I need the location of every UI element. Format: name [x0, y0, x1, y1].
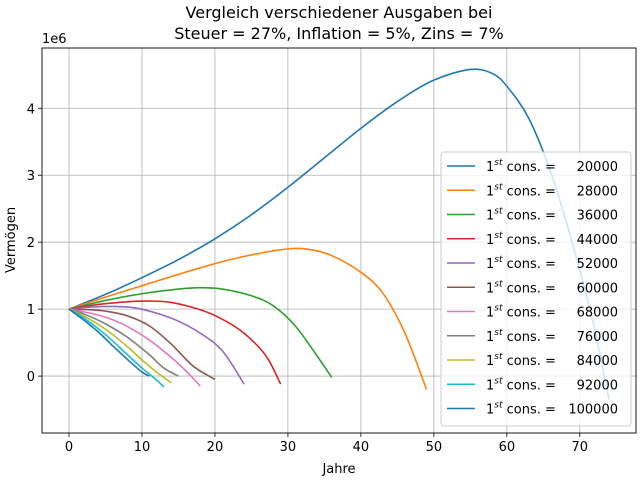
legend-label-68000: 1st cons. =	[486, 304, 556, 321]
y-tick-label: 3	[27, 169, 35, 184]
series-line-28000	[68, 247, 428, 390]
legend-label-52000: 1st cons. =	[486, 255, 556, 272]
x-tick-label: 70	[572, 440, 589, 455]
x-tick-label: 0	[65, 440, 73, 455]
x-tick-label: 20	[207, 440, 224, 455]
x-tick-label: 30	[280, 440, 297, 455]
legend-value-52000: 52000	[577, 257, 618, 272]
y-axis-label: Vermögen	[4, 207, 19, 273]
legend-label-44000: 1st cons. =	[486, 231, 556, 248]
series-line-100000	[68, 308, 150, 377]
series-line-84000	[68, 308, 172, 384]
series-lines	[68, 68, 610, 400]
y-offset-label: 1e6	[42, 32, 67, 47]
y-tick-label: 4	[27, 102, 35, 117]
series-line-92000	[68, 308, 165, 388]
plot-frame	[41, 47, 637, 434]
legend: 1st cons. = 20000 1st cons. = 28000 1st cons…	[440, 151, 632, 427]
series-line-68000	[68, 308, 201, 387]
legend-value-76000: 76000	[577, 330, 618, 345]
legend-value-100000: 100000	[568, 403, 618, 418]
legend-box	[440, 151, 632, 427]
legend-label-36000: 1st cons. =	[486, 207, 556, 224]
legend-label-76000: 1st cons. =	[486, 328, 556, 345]
legend-label-20000: 1st cons. =	[486, 158, 556, 175]
series-line-44000	[68, 300, 282, 385]
legend-label-28000: 1st cons. =	[486, 182, 556, 199]
x-tick-label: 40	[353, 440, 370, 455]
y-tick-label: 2	[27, 236, 35, 251]
y-tick-label: 1	[27, 303, 35, 318]
axis-ticks: 0 10 20 30 40 50 60 70 0 1 2 3 4	[27, 102, 588, 455]
legend-value-92000: 92000	[577, 378, 618, 393]
legend-value-60000: 60000	[577, 281, 618, 296]
x-tick-label: 60	[499, 440, 516, 455]
y-tick-label: 0	[27, 370, 35, 385]
series-line-36000	[68, 286, 333, 378]
x-tick-label: 50	[426, 440, 443, 455]
series-line-60000	[68, 308, 216, 381]
x-tick-label: 10	[134, 440, 151, 455]
legend-value-44000: 44000	[577, 233, 618, 248]
legend-label-84000: 1st cons. =	[486, 352, 556, 369]
series-line-76000	[68, 308, 179, 377]
chart-title-line-2: Steuer = 27%, Inflation = 5%, Zins = 7%	[174, 24, 504, 43]
legend-value-20000: 20000	[577, 160, 618, 175]
x-axis-label: Jahre	[321, 462, 355, 477]
legend-value-68000: 68000	[577, 306, 618, 321]
legend-value-84000: 84000	[577, 354, 618, 369]
chart-title-line-1: Vergleich verschiedener Ausgaben bei	[186, 3, 493, 22]
legend-label-100000: 1st cons. =	[486, 401, 556, 418]
legend-label-92000: 1st cons. =	[486, 376, 556, 393]
legend-value-28000: 28000	[577, 184, 618, 199]
legend-label-60000: 1st cons. =	[486, 279, 556, 296]
series-line-52000	[68, 305, 245, 385]
legend-value-36000: 36000	[577, 209, 618, 224]
